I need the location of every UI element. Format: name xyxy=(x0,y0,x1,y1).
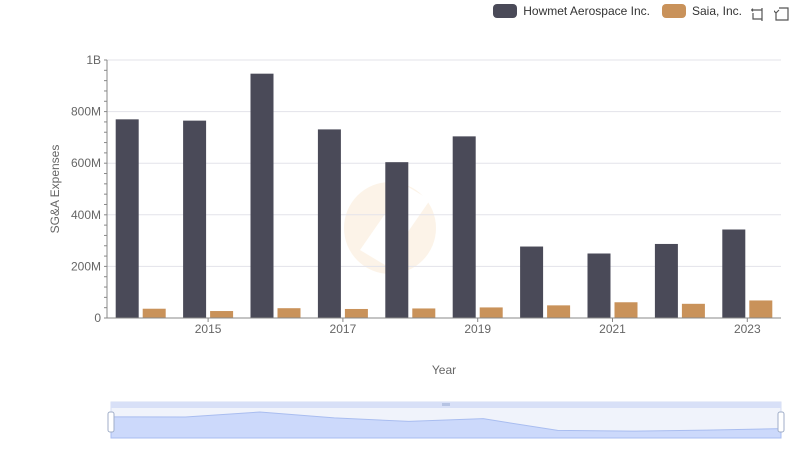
bar-howmet-2014[interactable] xyxy=(115,119,139,318)
legend-swatch xyxy=(493,4,518,18)
bar-howmet-2022[interactable] xyxy=(654,243,678,318)
bar-saia-2019[interactable] xyxy=(479,307,503,318)
legend: Howmet Aerospace Inc. Saia, Inc. xyxy=(493,4,742,18)
legend-label: Howmet Aerospace Inc. xyxy=(523,4,650,18)
datazoom-handle-right[interactable] xyxy=(777,411,785,433)
x-tick-label: 2017 xyxy=(330,322,357,336)
bar-howmet-2021[interactable] xyxy=(587,253,611,319)
bar-howmet-2015[interactable] xyxy=(183,120,207,318)
bar-saia-2018[interactable] xyxy=(412,308,436,318)
datazoom-preview-area xyxy=(110,411,782,439)
bar-saia-2017[interactable] xyxy=(344,308,368,318)
legend-item-1[interactable]: Saia, Inc. xyxy=(661,4,742,18)
y-axis-label: SG&A Expenses xyxy=(48,145,62,234)
bar-saia-2014[interactable] xyxy=(142,308,166,318)
legend-label: Saia, Inc. xyxy=(691,4,742,18)
toolbox xyxy=(750,6,790,22)
x-axis-label: Year xyxy=(432,363,456,377)
x-tick-label: 2021 xyxy=(599,322,626,336)
zoom-icon[interactable] xyxy=(750,6,766,22)
bar-howmet-2017[interactable] xyxy=(317,129,341,318)
restore-icon[interactable] xyxy=(774,6,790,22)
datazoom-drag-handle[interactable] xyxy=(442,403,450,406)
legend-item-0[interactable]: Howmet Aerospace Inc. xyxy=(493,4,650,18)
bar-saia-2022[interactable] xyxy=(681,303,705,318)
legend-swatch xyxy=(661,4,686,18)
bar-howmet-2016[interactable] xyxy=(250,73,274,318)
x-tick-label: 2023 xyxy=(734,322,761,336)
bar-saia-2023[interactable] xyxy=(749,300,773,318)
y-tick-label: 600M xyxy=(71,156,101,170)
bar-howmet-2018[interactable] xyxy=(385,162,409,318)
y-tick-label: 0 xyxy=(94,311,101,325)
x-tick-label: 2015 xyxy=(195,322,222,336)
y-tick-label: 200M xyxy=(71,259,101,273)
datazoom-slider[interactable] xyxy=(107,401,785,439)
bar-saia-2021[interactable] xyxy=(614,302,638,318)
datazoom-handle-left[interactable] xyxy=(107,411,115,433)
bar-howmet-2023[interactable] xyxy=(722,229,746,318)
bar-howmet-2019[interactable] xyxy=(452,136,476,318)
bar-saia-2020[interactable] xyxy=(547,305,571,318)
y-tick-label: 400M xyxy=(71,208,101,222)
bar-saia-2015[interactable] xyxy=(210,311,234,318)
bar-howmet-2020[interactable] xyxy=(520,246,544,318)
x-tick-label: 2019 xyxy=(464,322,491,336)
bar-saia-2016[interactable] xyxy=(277,308,301,318)
y-tick-label: 1B xyxy=(86,53,101,67)
y-tick-label: 800M xyxy=(71,105,101,119)
